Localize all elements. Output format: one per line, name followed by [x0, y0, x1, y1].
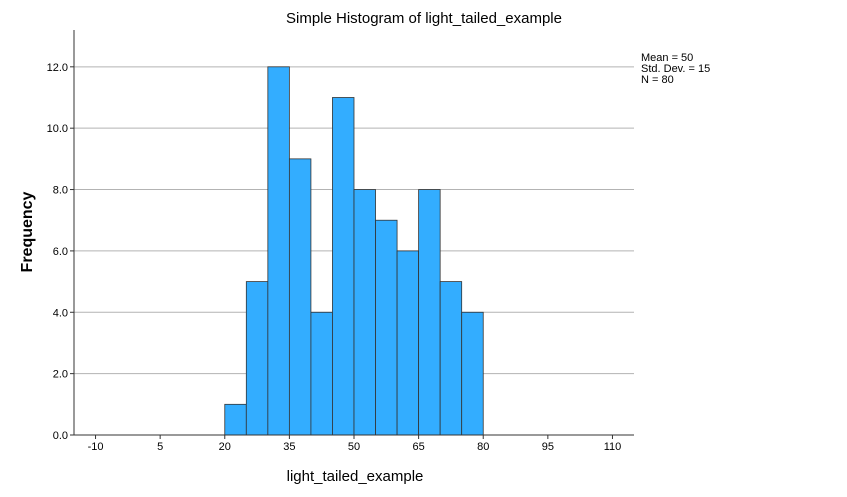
y-axis-label: Frequency — [19, 191, 36, 272]
y-tick-label-4: 8.0 — [53, 185, 68, 197]
y-tick-label-2: 4.0 — [53, 307, 68, 319]
histogram-bar-9 — [418, 189, 441, 436]
histogram-bar-4 — [310, 311, 333, 436]
y-tick-label-1: 2.0 — [53, 369, 68, 381]
histogram-bar-2 — [267, 66, 290, 436]
x-axis-label: light_tailed_example — [287, 468, 424, 485]
histogram-bar-11 — [461, 311, 484, 436]
y-tick-label-3: 6.0 — [53, 246, 68, 258]
stats-box: Mean = 50 Std. Dev. = 15 N = 80 — [641, 52, 710, 86]
x-tick-label-1: 5 — [157, 441, 163, 453]
x-tick-label-4: 50 — [348, 441, 360, 453]
x-tick-label-6: 80 — [477, 441, 489, 453]
histogram-bar-1 — [245, 281, 269, 436]
x-tick-label-8: 110 — [604, 441, 622, 453]
stats-std-dev: Std. Dev. = 15 — [641, 63, 710, 75]
x-tick-label-2: 20 — [219, 441, 231, 453]
x-tick-label-7: 95 — [542, 441, 554, 453]
y-tick-label-6: 12.0 — [47, 62, 68, 74]
y-tick-label-5: 10.0 — [47, 123, 68, 135]
stats-n: N = 80 — [641, 74, 674, 86]
histogram-bar-0 — [224, 403, 247, 436]
histogram-bar-8 — [396, 250, 420, 436]
x-tick-label-0: -10 — [88, 441, 104, 453]
x-tick-labels: -10 5 20 35 50 65 80 95 110 — [88, 441, 622, 453]
histogram-bar-10 — [439, 281, 463, 436]
histogram-bars — [224, 66, 484, 436]
y-tick-labels: 0.0 2.0 4.0 6.0 8.0 10.0 12.0 — [47, 62, 68, 442]
histogram-bar-5 — [332, 97, 355, 436]
x-tick-label-5: 65 — [412, 441, 424, 453]
axes — [70, 30, 634, 439]
x-tick-label-3: 35 — [283, 441, 295, 453]
histogram-bar-7 — [375, 219, 398, 436]
histogram-bar-3 — [288, 158, 312, 436]
y-tick-label-0: 0.0 — [53, 430, 68, 442]
stats-mean: Mean = 50 — [641, 52, 693, 64]
histogram-bar-6 — [353, 189, 376, 436]
chart-title: Simple Histogram of light_tailed_example — [286, 10, 562, 27]
